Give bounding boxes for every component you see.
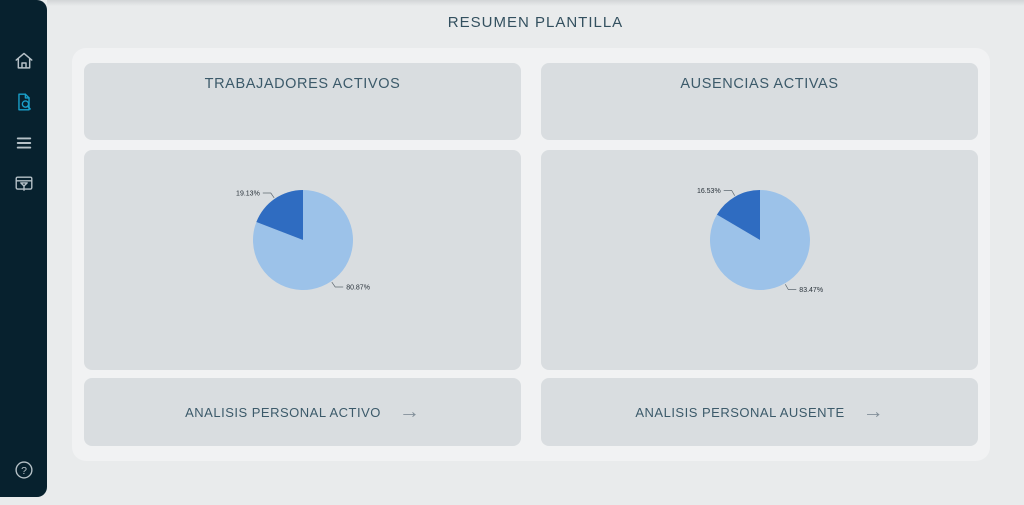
- active-workers-pie-chart: 80.87% 19.13%: [236, 190, 370, 291]
- home-icon: [14, 52, 33, 69]
- sidebar-item-help[interactable]: ?: [9, 459, 39, 481]
- panel-active-workers: TRABAJADORES ACTIVOS 80.87% 19.13% ANALIS…: [84, 63, 521, 446]
- active-absences-pie-chart: 83.47% 16.53%: [696, 188, 823, 294]
- action-label: ANALISIS PERSONAL ACTIVO: [185, 404, 381, 420]
- document-search-icon: [17, 93, 31, 111]
- arrow-right-icon: →: [398, 399, 420, 423]
- arrow-right-icon: →: [862, 399, 884, 423]
- absent-workers-analysis-button[interactable]: ANALISIS PERSONAL AUSENTE →: [541, 378, 978, 446]
- sidebar-item-summary-report[interactable]: [9, 91, 39, 113]
- sidebar: ?: [0, 0, 47, 497]
- panel-active-workers-chart-card: 80.87% 19.13%: [84, 150, 521, 370]
- panel-active-absences-chart-card: 83.47% 16.53%: [541, 150, 978, 370]
- sidebar-item-menu[interactable]: [9, 132, 39, 154]
- svg-text:83.47%: 83.47%: [799, 287, 823, 294]
- svg-text:16.53%: 16.53%: [696, 188, 720, 195]
- menu-icon: [16, 137, 31, 149]
- panel-title: AUSENCIAS ACTIVAS: [680, 76, 839, 92]
- help-icon: ?: [14, 461, 33, 479]
- filter-window-icon: [15, 176, 32, 191]
- panel-title: TRABAJADORES ACTIVOS: [204, 76, 401, 92]
- svg-text:?: ?: [21, 465, 27, 477]
- panel-active-workers-header: TRABAJADORES ACTIVOS: [84, 63, 521, 140]
- panel-active-absences: AUSENCIAS ACTIVAS 83.47% 16.53% ANALISIS …: [541, 63, 978, 446]
- summary-container: TRABAJADORES ACTIVOS 80.87% 19.13% ANALIS…: [72, 48, 990, 461]
- page-title: RESUMEN PLANTILLA: [447, 14, 624, 31]
- svg-text:19.13%: 19.13%: [236, 190, 260, 197]
- svg-text:80.87%: 80.87%: [346, 284, 370, 291]
- sidebar-item-home[interactable]: [9, 50, 39, 72]
- panel-active-absences-header: AUSENCIAS ACTIVAS: [541, 63, 978, 140]
- active-workers-analysis-button[interactable]: ANALISIS PERSONAL ACTIVO →: [84, 378, 521, 446]
- sidebar-item-kiosk-filter[interactable]: [9, 173, 39, 195]
- main-content: RESUMEN PLANTILLA TRABAJADORES ACTIVOS 8…: [47, 0, 1024, 505]
- action-label: ANALISIS PERSONAL AUSENTE: [635, 404, 845, 420]
